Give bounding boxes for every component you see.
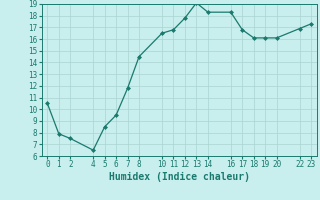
X-axis label: Humidex (Indice chaleur): Humidex (Indice chaleur) [109,172,250,182]
